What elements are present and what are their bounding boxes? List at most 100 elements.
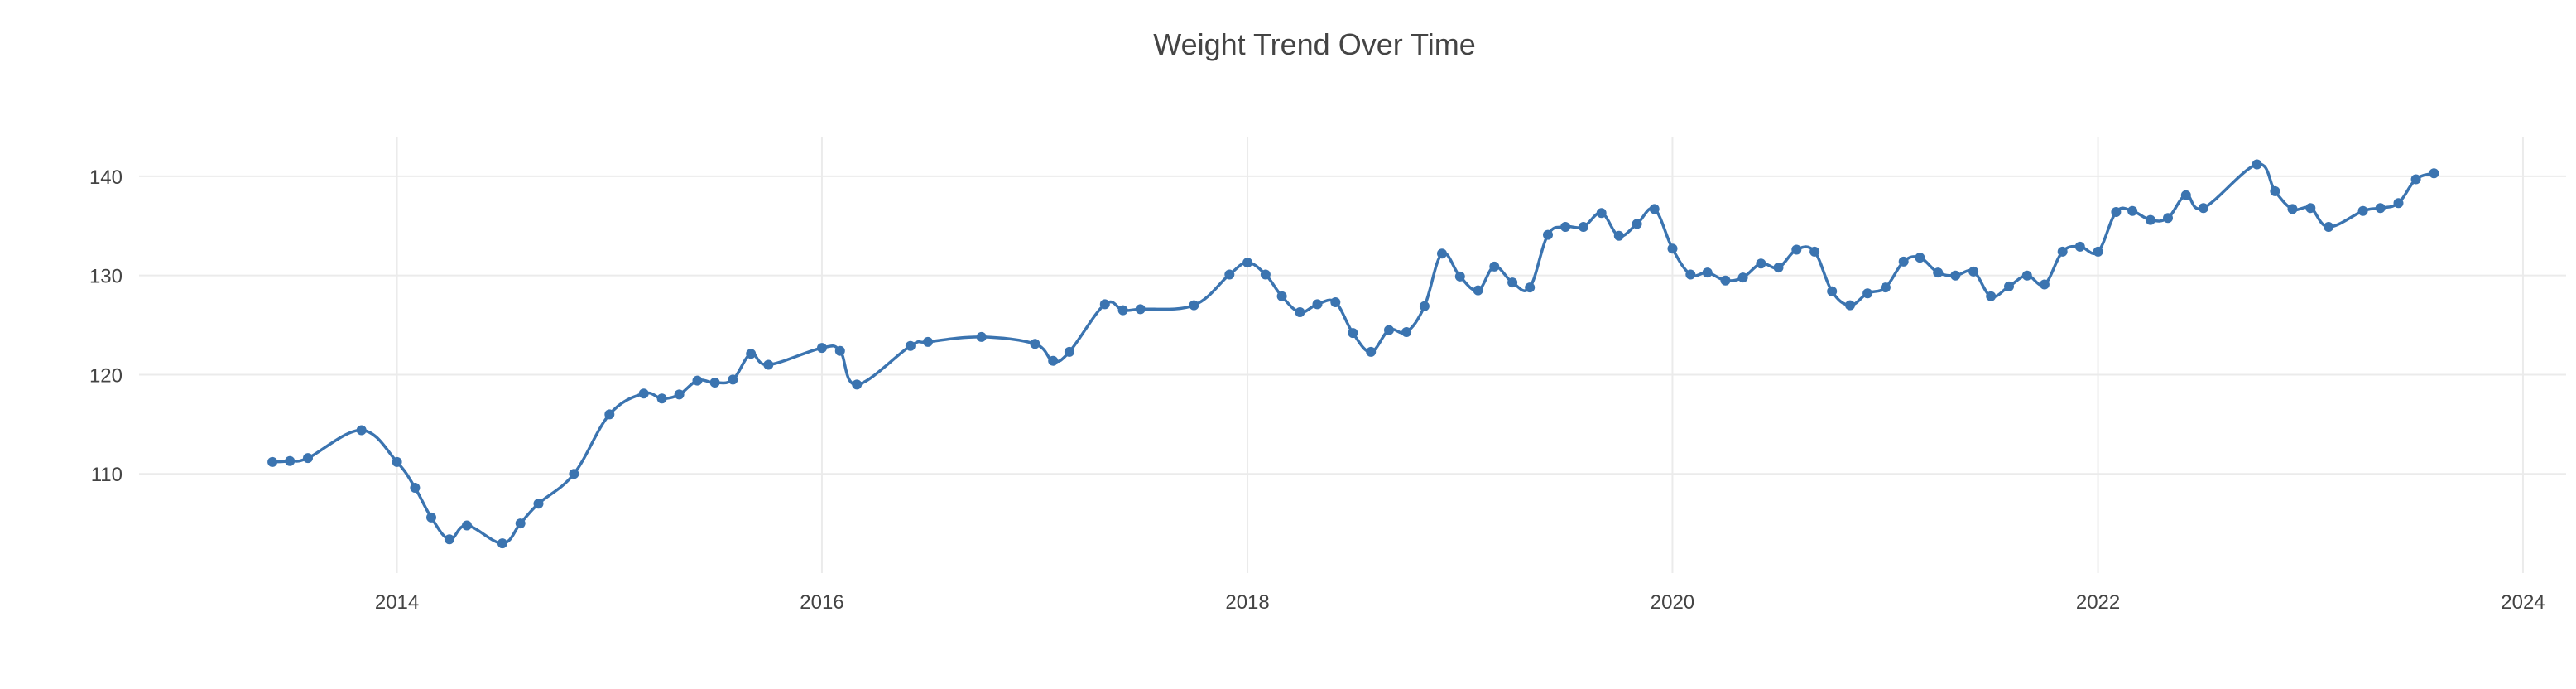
data-point[interactable] <box>1613 230 1624 241</box>
data-point[interactable] <box>1915 253 1925 263</box>
data-point[interactable] <box>1489 261 1500 272</box>
data-point[interactable] <box>1348 328 1358 339</box>
data-point[interactable] <box>834 345 845 356</box>
data-point[interactable] <box>2324 222 2334 232</box>
data-point[interactable] <box>1809 246 1820 257</box>
data-point[interactable] <box>2198 203 2208 214</box>
data-point[interactable] <box>674 389 685 400</box>
data-point[interactable] <box>2145 214 2155 225</box>
data-point[interactable] <box>1791 244 1802 255</box>
data-point[interactable] <box>2357 205 2368 216</box>
data-point[interactable] <box>1048 355 1059 366</box>
data-point[interactable] <box>444 534 454 545</box>
data-point[interactable] <box>1401 327 1412 337</box>
data-point[interactable] <box>2004 281 2014 292</box>
data-point[interactable] <box>1968 266 1979 277</box>
data-point[interactable] <box>1366 346 1377 357</box>
data-point[interactable] <box>728 374 738 385</box>
data-point[interactable] <box>1898 256 1909 267</box>
data-point[interactable] <box>1720 275 1731 286</box>
data-point[interactable] <box>1384 325 1394 335</box>
data-point[interactable] <box>1242 258 1253 268</box>
data-point[interactable] <box>1224 269 1235 280</box>
data-point[interactable] <box>1295 307 1305 317</box>
data-point[interactable] <box>1117 305 1128 316</box>
data-point[interactable] <box>1560 222 1571 232</box>
data-point[interactable] <box>462 520 472 531</box>
data-point[interactable] <box>2270 186 2280 196</box>
data-point[interactable] <box>1649 204 1660 214</box>
data-point[interactable] <box>2127 205 2138 216</box>
data-point[interactable] <box>2410 174 2421 185</box>
data-point[interactable] <box>497 538 507 549</box>
data-point[interactable] <box>426 512 436 523</box>
data-point[interactable] <box>1685 269 1696 280</box>
data-point[interactable] <box>1596 208 1607 219</box>
data-point[interactable] <box>692 375 703 386</box>
data-point[interactable] <box>392 456 402 467</box>
data-point[interactable] <box>1260 269 1271 280</box>
data-point[interactable] <box>533 499 544 509</box>
data-point[interactable] <box>1543 229 1553 240</box>
data-point[interactable] <box>1437 248 1447 259</box>
data-point[interactable] <box>2429 168 2439 179</box>
data-point[interactable] <box>1880 282 1891 293</box>
data-point[interactable] <box>1773 263 1784 273</box>
data-point[interactable] <box>763 359 774 370</box>
data-point[interactable] <box>1030 339 1040 349</box>
data-point[interactable] <box>569 469 579 479</box>
data-point[interactable] <box>1330 297 1341 307</box>
data-point[interactable] <box>1525 282 1536 293</box>
data-point[interactable] <box>1632 219 1642 229</box>
data-point[interactable] <box>1827 286 1838 296</box>
data-point[interactable] <box>604 409 615 420</box>
data-point[interactable] <box>2287 204 2298 214</box>
data-point[interactable] <box>2039 279 2050 290</box>
data-point[interactable] <box>2093 246 2103 257</box>
data-point[interactable] <box>2305 203 2316 214</box>
data-point[interactable] <box>1986 291 1997 301</box>
data-point[interactable] <box>1064 346 1074 357</box>
data-point[interactable] <box>285 455 296 466</box>
data-point[interactable] <box>1507 277 1518 288</box>
data-point[interactable] <box>2074 241 2085 252</box>
data-point[interactable] <box>2252 159 2262 170</box>
data-point[interactable] <box>515 518 526 529</box>
data-point[interactable] <box>2057 246 2068 257</box>
data-point[interactable] <box>656 393 667 404</box>
data-point[interactable] <box>1276 291 1287 301</box>
data-point[interactable] <box>2163 213 2173 224</box>
data-point[interactable] <box>1667 243 1678 254</box>
data-point[interactable] <box>2375 203 2386 214</box>
data-point[interactable] <box>1578 222 1588 232</box>
data-point[interactable] <box>1702 267 1713 278</box>
data-point[interactable] <box>905 340 916 351</box>
data-point[interactable] <box>1950 270 1961 281</box>
data-point[interactable] <box>356 425 367 436</box>
data-point[interactable] <box>1099 299 1110 310</box>
data-point[interactable] <box>638 388 649 399</box>
data-point[interactable] <box>1189 300 1199 311</box>
data-point[interactable] <box>1454 271 1465 282</box>
data-point[interactable] <box>1737 272 1748 283</box>
data-point[interactable] <box>923 336 933 347</box>
data-point[interactable] <box>410 483 421 493</box>
data-point[interactable] <box>1756 258 1766 269</box>
data-point[interactable] <box>2111 207 2122 217</box>
data-point[interactable] <box>1933 267 1944 278</box>
data-point[interactable] <box>852 379 863 390</box>
data-point[interactable] <box>976 331 987 342</box>
data-point[interactable] <box>2180 190 2191 200</box>
data-point[interactable] <box>1473 285 1483 296</box>
data-point[interactable] <box>2393 198 2404 209</box>
data-point[interactable] <box>1845 300 1855 311</box>
data-point[interactable] <box>1419 301 1430 311</box>
data-point[interactable] <box>709 378 720 388</box>
data-point[interactable] <box>2021 270 2032 281</box>
data-point[interactable] <box>303 453 313 464</box>
data-point[interactable] <box>1135 304 1146 315</box>
data-point[interactable] <box>817 343 827 354</box>
data-point[interactable] <box>267 456 278 467</box>
data-point[interactable] <box>1312 299 1323 310</box>
data-point[interactable] <box>1862 288 1873 299</box>
